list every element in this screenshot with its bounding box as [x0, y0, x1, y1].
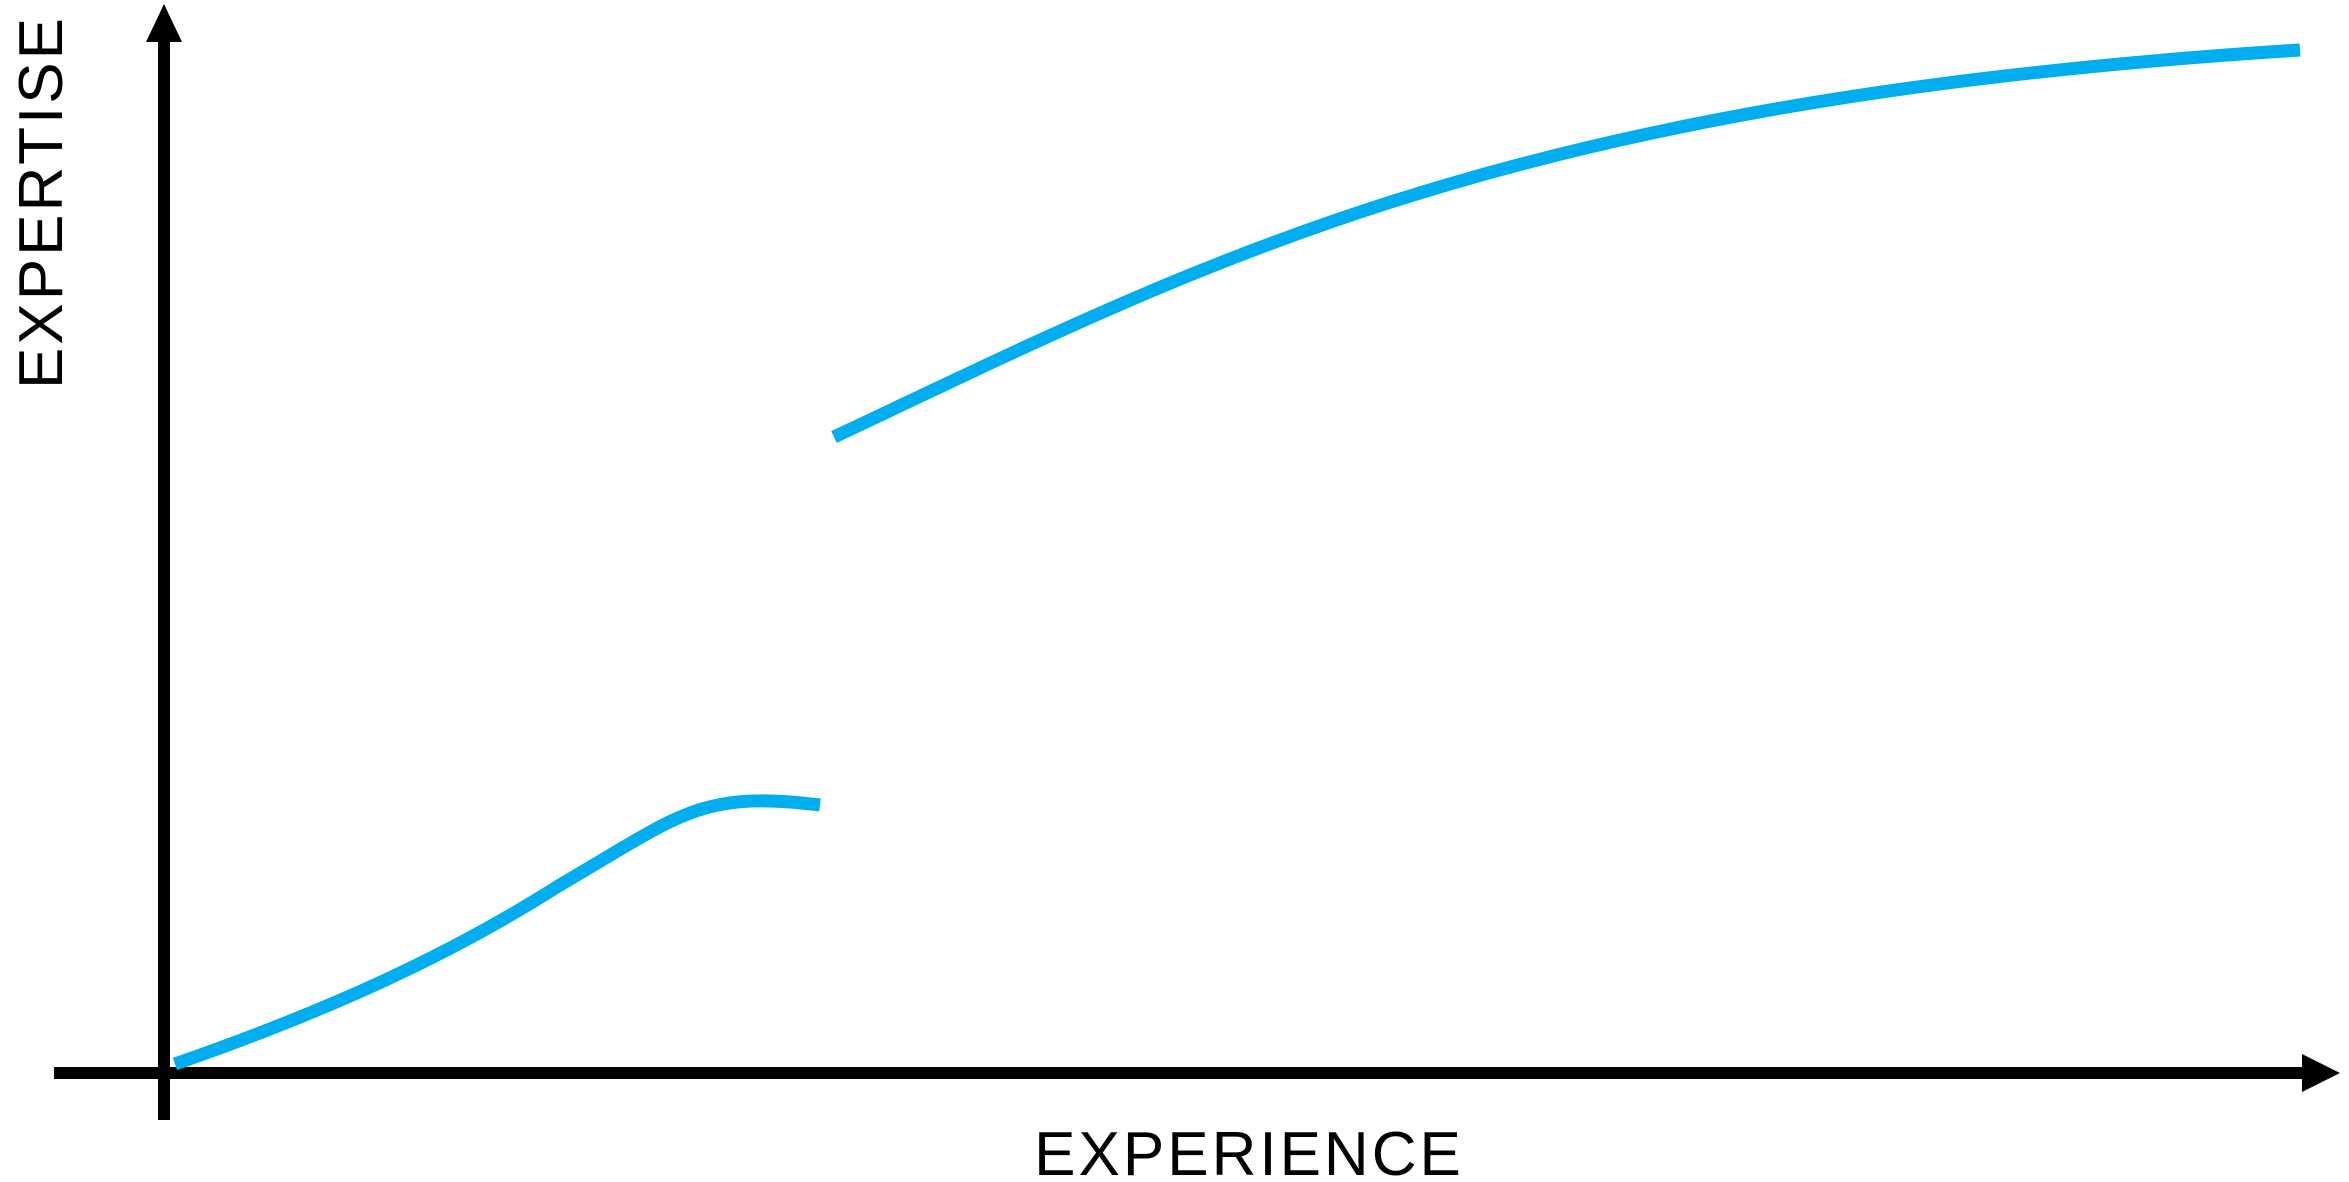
y-axis-label: EXPERTISE [7, 15, 76, 389]
x-axis-label: EXPERIENCE [1034, 1120, 1464, 1182]
early-curve [172, 794, 821, 1071]
later-curve [831, 43, 2301, 443]
x-axis-arrowhead [2302, 1054, 2340, 1092]
y-axis-arrowhead [146, 4, 182, 42]
